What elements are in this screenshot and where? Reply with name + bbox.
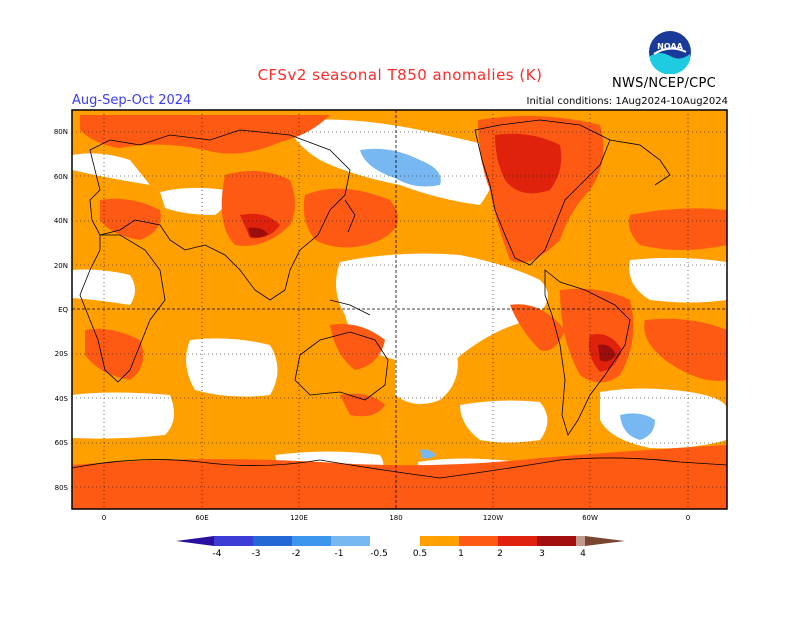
lat-label: 80N bbox=[54, 128, 68, 136]
lat-label: 40N bbox=[54, 217, 68, 225]
lat-label: 60S bbox=[55, 439, 69, 447]
anomaly-3to4-regions bbox=[248, 227, 616, 362]
colorbar-label: -3 bbox=[252, 549, 261, 559]
anomaly-1to2-regions bbox=[72, 115, 727, 509]
colorbar-segment bbox=[420, 536, 459, 546]
season-label: Aug-Sep-Oct 2024 bbox=[72, 93, 192, 108]
colorbar-segment bbox=[214, 536, 253, 546]
lon-label: 180 bbox=[389, 514, 402, 522]
map-field bbox=[72, 110, 727, 509]
colorbar-segment bbox=[498, 536, 537, 546]
colorbar-label: -0.5 bbox=[370, 549, 388, 559]
lon-label: 60E bbox=[195, 514, 208, 522]
colorbar-segment bbox=[537, 536, 576, 546]
colorbar-label: 4 bbox=[580, 549, 586, 559]
lon-label: 60W bbox=[582, 514, 598, 522]
colorbar-segment bbox=[253, 536, 292, 546]
colorbar-label: 2 bbox=[497, 549, 503, 559]
colorbar-label: -4 bbox=[213, 549, 222, 559]
lat-label: 40S bbox=[55, 395, 69, 403]
equator-dateline bbox=[72, 110, 727, 509]
map-frame bbox=[71, 109, 728, 510]
colorbar-label: -2 bbox=[292, 549, 301, 559]
colorbar-label: -1 bbox=[335, 549, 344, 559]
logo-text: NOAA bbox=[657, 42, 683, 51]
colorbar-segment bbox=[459, 536, 498, 546]
coastlines bbox=[72, 119, 727, 479]
colorbar-label: 1 bbox=[458, 549, 464, 559]
lat-label: 20N bbox=[54, 262, 68, 270]
colorbar-label: 3 bbox=[539, 549, 545, 559]
graticule bbox=[72, 110, 727, 509]
lon-label: 0 bbox=[102, 514, 106, 522]
lat-label: 80S bbox=[55, 484, 69, 492]
latitude-labels: 80N 60N 40N 20N EQ 20S 40S 60S 80S bbox=[54, 128, 69, 492]
colorbar-min-arrow bbox=[176, 536, 214, 546]
initial-conditions-label: Initial conditions: 1Aug2024-10Aug2024 bbox=[526, 96, 729, 107]
colorbar-segment bbox=[576, 536, 585, 546]
negative-anomaly-regions bbox=[360, 148, 655, 459]
lon-label: 0 bbox=[686, 514, 690, 522]
agency-label: NWS/NCEP/CPC bbox=[612, 76, 717, 91]
colorbar-label: 0.5 bbox=[413, 549, 427, 559]
lon-label: 120W bbox=[483, 514, 503, 522]
lat-label: 60N bbox=[54, 173, 68, 181]
neutral-regions bbox=[72, 119, 727, 483]
colorbar-segment bbox=[331, 536, 370, 546]
lat-label: 20S bbox=[55, 350, 69, 358]
longitude-labels: 0 60E 120E 180 120W 60W 0 bbox=[102, 514, 690, 522]
map-title: CFSv2 seasonal T850 anomalies (K) bbox=[257, 66, 543, 84]
lat-label: EQ bbox=[58, 306, 68, 314]
colorbar-segment bbox=[370, 536, 420, 546]
colorbar: -4 -3 -2 -1 -0.5 0.5 1 2 3 4 bbox=[176, 536, 625, 559]
noaa-logo-icon: NOAA bbox=[649, 31, 691, 74]
colorbar-max-arrow bbox=[585, 536, 625, 546]
colorbar-segment bbox=[292, 536, 331, 546]
lon-label: 120E bbox=[290, 514, 308, 522]
